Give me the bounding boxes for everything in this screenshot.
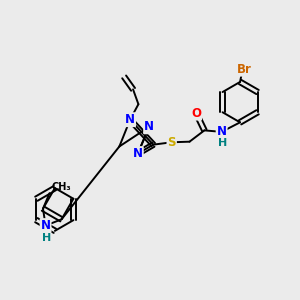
Text: H: H [218, 138, 227, 148]
Text: O: O [191, 106, 201, 120]
Text: CH₃: CH₃ [51, 182, 71, 192]
Text: N: N [125, 113, 135, 126]
Text: S: S [167, 136, 176, 149]
Text: H: H [41, 233, 51, 243]
Text: N: N [40, 219, 51, 232]
Text: N: N [217, 125, 226, 138]
Text: N: N [144, 120, 154, 133]
Text: N: N [133, 147, 143, 160]
Text: Br: Br [236, 63, 251, 76]
